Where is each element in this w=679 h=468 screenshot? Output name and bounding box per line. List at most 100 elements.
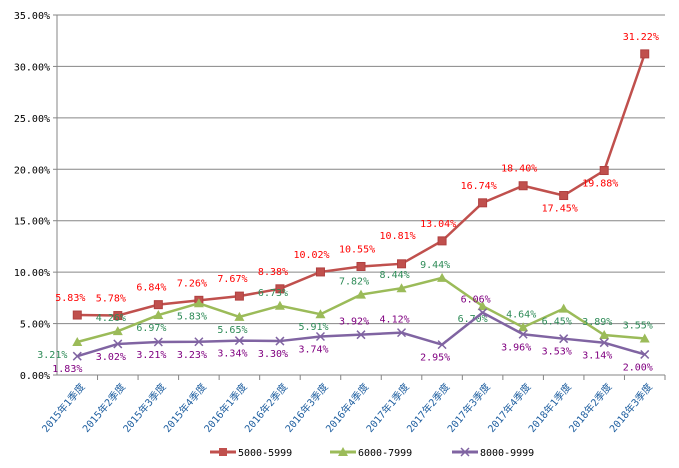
data-label: 4.12% [380, 315, 410, 326]
data-point [356, 261, 366, 271]
data-label: 31.22% [623, 32, 659, 43]
data-label: 5.83% [55, 293, 85, 304]
data-point [234, 311, 245, 321]
data-label: 6.97% [136, 323, 166, 334]
data-label: 8.44% [380, 270, 410, 281]
data-point [234, 336, 244, 346]
data-point [477, 301, 488, 311]
data-point [153, 310, 164, 320]
data-point [599, 329, 610, 339]
data-label: 13.04% [420, 219, 456, 230]
data-point [194, 337, 204, 347]
y-tick-label: 0.00% [20, 371, 50, 382]
data-label: 3.53% [542, 347, 572, 358]
data-point [315, 267, 325, 277]
data-point [559, 191, 569, 201]
data-point [559, 334, 569, 344]
data-point [478, 308, 488, 318]
data-label: 3.14% [582, 351, 612, 362]
y-tick-label: 10.00% [14, 268, 50, 279]
y-tick-label: 25.00% [14, 114, 50, 125]
data-point [599, 338, 609, 348]
data-label: 3.21% [136, 350, 166, 361]
data-label: 7.82% [339, 277, 369, 288]
data-label: 7.26% [177, 278, 207, 289]
data-point [275, 284, 285, 294]
data-label: 8.38% [258, 267, 288, 278]
data-label: 4.64% [506, 309, 536, 320]
data-point [558, 303, 569, 313]
data-label: 1.83% [52, 364, 82, 375]
data-label: 3.96% [501, 342, 531, 353]
y-tick-label: 15.00% [14, 217, 50, 228]
data-point [518, 181, 528, 191]
data-label: 6.06% [461, 295, 491, 306]
data-label: 9.44% [420, 260, 450, 271]
data-point [518, 322, 529, 332]
data-point [437, 272, 448, 282]
data-point [153, 300, 163, 310]
data-point [72, 336, 83, 346]
legend-marker [219, 448, 227, 456]
data-point [274, 300, 285, 310]
data-label: 5.83% [177, 311, 207, 322]
legend-label: 5000-5999 [238, 448, 292, 459]
x-tick-label: 2015年1季度 [39, 381, 88, 435]
data-label: 18.40% [501, 164, 537, 175]
data-point [72, 351, 82, 361]
data-point [275, 336, 285, 346]
data-point [518, 329, 528, 339]
data-point [599, 166, 609, 176]
data-label: 5.78% [96, 294, 126, 305]
data-point [640, 349, 650, 359]
legend-marker [460, 447, 470, 457]
data-label: 17.45% [542, 204, 578, 215]
data-label: 3.02% [96, 352, 126, 363]
data-point [478, 198, 488, 208]
data-label: 3.23% [177, 350, 207, 361]
data-point [234, 291, 244, 301]
data-label: 16.74% [461, 181, 497, 192]
data-point [397, 328, 407, 338]
data-label: 3.89% [582, 317, 612, 328]
data-label: 3.34% [217, 349, 247, 360]
data-point [356, 289, 366, 299]
data-point [397, 259, 407, 269]
data-point [315, 332, 325, 342]
data-point [356, 330, 366, 340]
data-point [112, 326, 123, 336]
data-label: 2.95% [420, 353, 450, 364]
data-label: 6.73% [258, 288, 288, 299]
data-label: 2.00% [623, 362, 653, 373]
data-point [193, 298, 204, 308]
data-point [437, 236, 447, 246]
data-label: 3.74% [298, 345, 328, 356]
data-label: 3.92% [339, 317, 369, 328]
data-label: 10.81% [380, 231, 416, 242]
data-point [72, 310, 82, 320]
data-label: 3.55% [623, 320, 653, 331]
y-tick-label: 30.00% [14, 62, 50, 73]
data-point [113, 339, 123, 349]
data-label: 5.91% [298, 322, 328, 333]
data-label: 19.88% [582, 179, 618, 190]
data-label: 3.21% [37, 350, 67, 361]
data-label: 6.84% [136, 283, 166, 294]
data-label: 5.65% [217, 325, 247, 336]
data-label: 10.55% [339, 244, 375, 255]
legend-marker [338, 447, 348, 456]
data-label: 7.67% [217, 274, 247, 285]
y-tick-label: 35.00% [14, 11, 50, 22]
data-label: 3.30% [258, 349, 288, 360]
data-label: 10.02% [293, 250, 329, 261]
data-point [315, 309, 326, 319]
legend-label: 6000-7999 [358, 448, 412, 459]
data-point [640, 49, 650, 59]
y-tick-label: 20.00% [14, 165, 50, 176]
data-point [396, 283, 407, 293]
data-point [437, 340, 447, 350]
data-label: 4.26% [96, 313, 126, 324]
legend-label: 8000-9999 [480, 448, 534, 459]
